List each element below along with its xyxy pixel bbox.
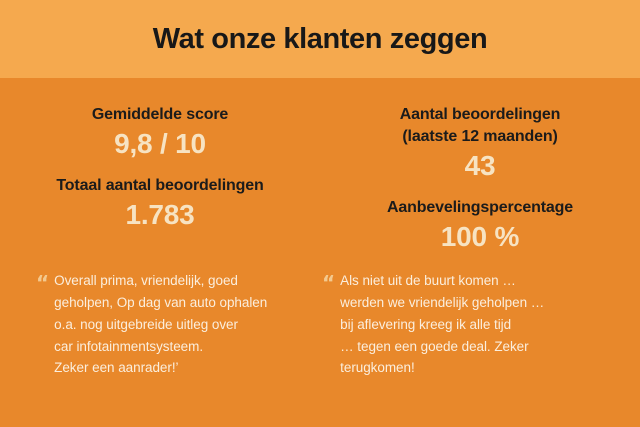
quote-mark-icon: “ xyxy=(322,271,335,295)
stat-label: Totaal aantal beoordelingen xyxy=(56,177,264,195)
page-title: Wat onze klanten zeggen xyxy=(152,22,488,55)
stats-column-right: Aantal beoordelingen (laatste 12 maanden… xyxy=(320,78,640,258)
stat-value: 9,8 / 10 xyxy=(114,127,206,159)
quotes-area: “ Overall prima, vriendelijk, goed gehol… xyxy=(0,270,640,390)
quote-line: car infotainmentsysteem. xyxy=(54,338,204,354)
stat-label-line2: (laatste 12 maanden) xyxy=(402,127,558,145)
quote-line: terugkomen! xyxy=(340,360,415,376)
quote-card-right: “ Als niet uit de buurt komen … werden w… xyxy=(320,270,640,390)
stat-value: 100 % xyxy=(440,220,520,252)
stat-recommendation-percentage: Aanbevelingspercentage 100 % xyxy=(320,197,640,253)
quote-line: … tegen een goede deal. Zeker xyxy=(340,338,529,354)
quote-line: Overall prima, vriendelijk, goed xyxy=(54,273,238,288)
quote-text-left: Overall prima, vriendelijk, goed geholpe… xyxy=(54,270,320,379)
quote-card-left: “ Overall prima, vriendelijk, goed gehol… xyxy=(0,270,320,390)
quote-line: bij aflevering kreeg ik alle tijd xyxy=(340,316,512,332)
stats-area: Gemiddelde score 9,8 / 10 Totaal aantal … xyxy=(0,78,640,258)
stat-reviews-last-12-months: Aantal beoordelingen (laatste 12 maanden… xyxy=(320,104,640,182)
quote-text-right: Als niet uit de buurt komen … werden we … xyxy=(340,270,640,379)
stat-label: Aanbevelingspercentage xyxy=(386,199,574,217)
quote-mark-icon: “ xyxy=(36,271,49,295)
stats-column-left: Gemiddelde score 9,8 / 10 Totaal aantal … xyxy=(0,78,320,258)
stat-average-score: Gemiddelde score 9,8 / 10 xyxy=(0,104,320,160)
quote-line: Als niet uit de buurt komen … xyxy=(340,273,516,288)
quote-line: geholpen, Op dag van auto ophalen xyxy=(54,294,268,310)
quote-line: o.a. nog uitgebreide uitleg over xyxy=(54,316,238,332)
stat-total-reviews: Totaal aantal beoordelingen 1.783 xyxy=(0,175,320,231)
stat-label: Aantal beoordelingen xyxy=(399,106,561,123)
header-band: Wat onze klanten zeggen xyxy=(0,0,640,78)
stat-value: 43 xyxy=(464,149,496,181)
stat-value: 1.783 xyxy=(125,199,195,231)
stat-label: Gemiddelde score xyxy=(91,106,229,123)
quote-line: Zeker een aanrader!’ xyxy=(54,360,179,376)
quote-line: werden we vriendelijk geholpen … xyxy=(340,294,545,310)
